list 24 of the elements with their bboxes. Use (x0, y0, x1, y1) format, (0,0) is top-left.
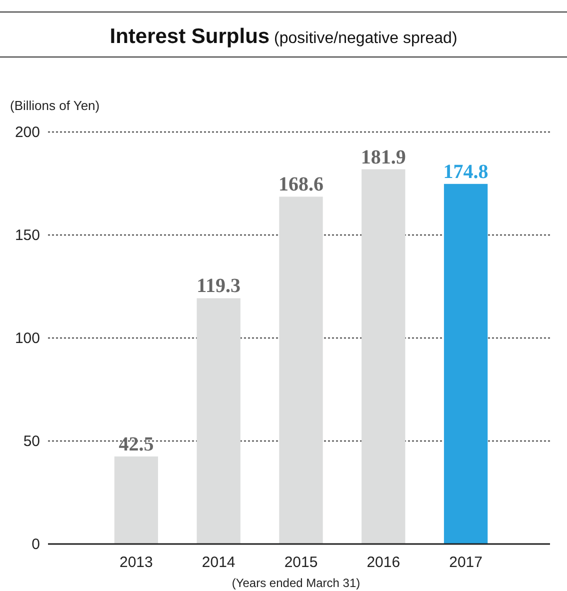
y-tick-label: 0 (32, 536, 40, 553)
y-tick-label: 100 (14, 330, 40, 347)
x-axis-title: (Years ended March 31) (232, 576, 360, 590)
data-label: 174.8 (443, 160, 488, 183)
data-label: 168.6 (278, 174, 324, 196)
data-label: 42.5 (118, 433, 154, 456)
bar (279, 196, 323, 544)
y-axis-title: (Billions of Yen) (10, 98, 100, 113)
chart-title: Interest Surplus (110, 25, 270, 48)
data-label: 119.3 (196, 275, 241, 298)
x-tick-label: 2013 (120, 554, 153, 571)
chart-subtitle: (positive/negative spread) (270, 30, 458, 47)
bar (444, 184, 488, 544)
y-tick-label: 50 (23, 433, 40, 450)
x-tick-label: 2017 (449, 554, 482, 571)
x-tick-label: 2015 (284, 554, 318, 571)
bar (362, 169, 406, 544)
y-tick-label: 200 (14, 124, 40, 141)
data-label: 181.9 (360, 146, 406, 168)
bar (196, 298, 240, 544)
x-tick-label: 2016 (366, 554, 400, 571)
y-tick-label: 150 (14, 227, 40, 244)
bar (114, 456, 158, 544)
x-tick-label: 2014 (202, 554, 236, 571)
